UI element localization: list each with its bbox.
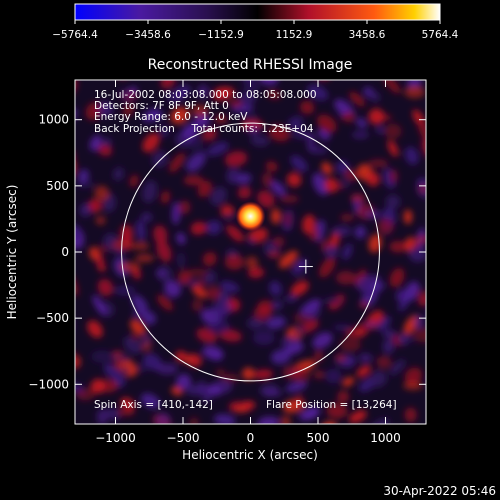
annotation-detectors: Detectors: 7F 8F 9F, Att 0 bbox=[94, 100, 229, 112]
axes: −1000 −500 0 500 1000 −1000 −500 0 500 1000 bbox=[28, 80, 426, 445]
annotation-method-counts: Back Projection Total counts: 1.23E+04 bbox=[94, 123, 314, 135]
source-peak bbox=[235, 201, 266, 232]
annotation-energy-range: Energy Range: 6.0 - 12.0 keV bbox=[94, 111, 248, 123]
y-tick-label: −1000 bbox=[28, 377, 69, 391]
y-tick-label: −500 bbox=[36, 311, 69, 325]
colorbar-ticks: −5764.4 −3458.6 −1152.9 1152.9 3458.6 5764.4 bbox=[52, 20, 459, 41]
solar-disk-outline bbox=[121, 122, 380, 382]
flare-position-label: Flare Position = [13,264] bbox=[266, 399, 397, 411]
annotation-block: 16-Jul-2002 08:03:08.000 to 08:05:08.000… bbox=[94, 89, 317, 135]
spin-axis-label: Spin Axis = [410,-142] bbox=[94, 399, 213, 411]
y-axis-label: Heliocentric Y (arcsec) bbox=[5, 185, 19, 320]
timestamp: 30-Apr-2022 05:46 bbox=[383, 484, 496, 498]
colorbar-tick-label: 3458.6 bbox=[349, 29, 386, 41]
x-tick-label: 1000 bbox=[370, 431, 401, 445]
x-tick-label: −1000 bbox=[95, 431, 136, 445]
annotation-time-range: 16-Jul-2002 08:03:08.000 to 08:05:08.000 bbox=[94, 89, 317, 101]
colorbar-tick-label: −5764.4 bbox=[52, 29, 98, 41]
x-axis-label: Heliocentric X (arcsec) bbox=[182, 448, 318, 462]
x-tick-label: 500 bbox=[307, 431, 330, 445]
x-tick-label: −500 bbox=[167, 431, 200, 445]
colorbar-tick-label: −1152.9 bbox=[198, 29, 244, 41]
chart-title: Reconstructed RHESSI Image bbox=[148, 57, 353, 73]
colorbar-tick-label: 1152.9 bbox=[276, 29, 313, 41]
colorbar bbox=[74, 3, 441, 21]
heatmap-image bbox=[75, 80, 426, 424]
y-tick-label: 1000 bbox=[38, 113, 69, 127]
y-tick-label: 0 bbox=[61, 245, 69, 259]
spin-axis-cross-icon bbox=[298, 259, 313, 274]
colorbar-tick-label: −3458.6 bbox=[125, 29, 171, 41]
colorbar-tick-label: 5764.4 bbox=[422, 29, 459, 41]
y-tick-label: 500 bbox=[46, 179, 69, 193]
x-tick-label: 0 bbox=[247, 431, 255, 445]
